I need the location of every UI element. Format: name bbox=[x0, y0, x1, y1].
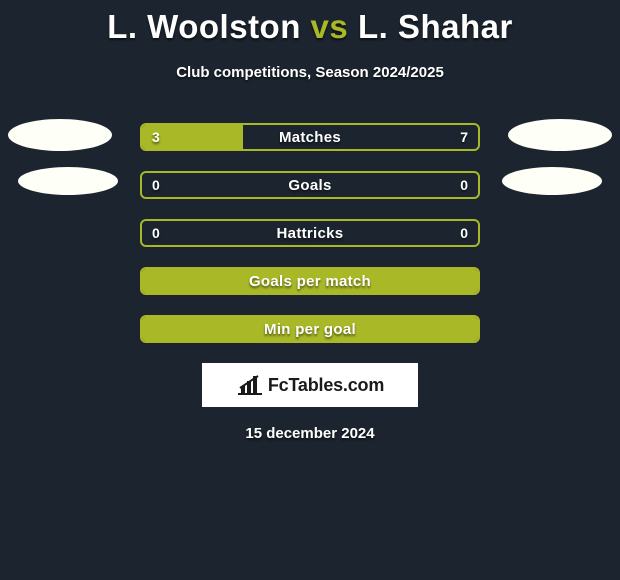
stat-row: Min per goal bbox=[140, 315, 480, 343]
player1-avatar bbox=[8, 119, 112, 151]
comparison-widget: L. Woolston vs L. Shahar Club competitio… bbox=[0, 0, 620, 580]
date-label: 15 december 2024 bbox=[0, 425, 620, 442]
subtitle: Club competitions, Season 2024/2025 bbox=[0, 64, 620, 81]
stat-label: Matches bbox=[142, 125, 478, 149]
stat-row: Goals per match bbox=[140, 267, 480, 295]
stat-label: Min per goal bbox=[142, 317, 478, 341]
source-logo-text: FcTables.com bbox=[268, 375, 384, 396]
stat-label: Goals per match bbox=[142, 269, 478, 293]
stat-row: 00Hattricks bbox=[140, 219, 480, 247]
stat-label: Goals bbox=[142, 173, 478, 197]
stat-row: 37Matches bbox=[140, 123, 480, 151]
player2-team-badge bbox=[502, 167, 602, 195]
stat-row: 00Goals bbox=[140, 171, 480, 199]
player1-name: L. Woolston bbox=[107, 8, 301, 45]
stats-arena: 37Matches 00Goals 00Hattricks Goals per mat… bbox=[0, 123, 620, 343]
bar-chart-icon bbox=[236, 374, 264, 396]
source-logo[interactable]: FcTables.com bbox=[202, 363, 418, 407]
player2-name: L. Shahar bbox=[358, 8, 513, 45]
stat-label: Hattricks bbox=[142, 221, 478, 245]
stat-bars: 37Matches 00Goals 00Hattricks Goals per mat… bbox=[140, 123, 480, 343]
player1-team-badge bbox=[18, 167, 118, 195]
vs-label: vs bbox=[311, 8, 349, 45]
page-title: L. Woolston vs L. Shahar bbox=[0, 0, 620, 46]
player2-avatar bbox=[508, 119, 612, 151]
